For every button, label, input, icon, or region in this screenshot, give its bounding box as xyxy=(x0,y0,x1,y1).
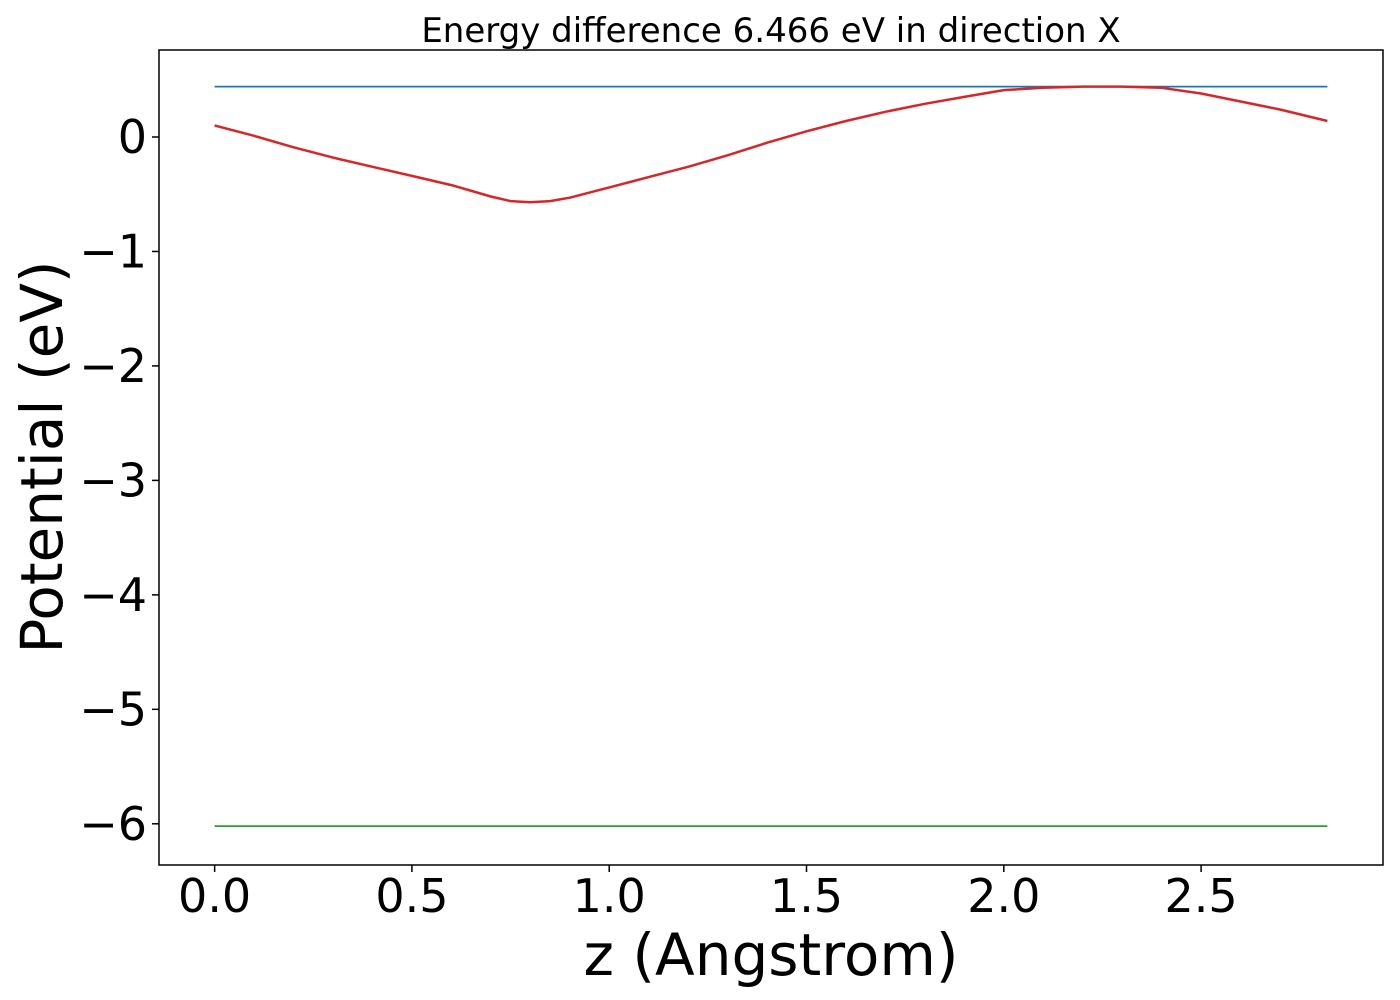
plot-area xyxy=(214,85,1328,827)
y-axis: 0 −1 −2 −3 −4 −5 −6 xyxy=(79,110,159,851)
y-tick-label: −6 xyxy=(79,797,147,851)
y-axis-label: Potential (eV) xyxy=(8,260,76,653)
plot-frame xyxy=(158,49,1384,866)
x-tick-label: 2.0 xyxy=(967,869,1040,923)
y-tick-label: 0 xyxy=(118,110,147,164)
y-tick-label: −5 xyxy=(79,682,147,736)
series-line-2 xyxy=(214,85,1328,204)
y-tick-label: −1 xyxy=(79,224,147,278)
chart-title: Energy difference 6.466 eV in direction … xyxy=(421,11,1120,51)
x-axis-label: z (Angstrom) xyxy=(584,921,959,989)
y-tick-label: −3 xyxy=(79,453,147,507)
x-tick-label: 1.5 xyxy=(770,869,843,923)
y-tick-label: −4 xyxy=(79,568,147,622)
y-tick-label: −2 xyxy=(79,339,147,393)
x-tick-label: 1.0 xyxy=(573,869,646,923)
x-axis: 0.0 0.5 1.0 1.5 2.0 2.5 xyxy=(178,865,1238,923)
x-tick-label: 2.5 xyxy=(1165,869,1238,923)
x-tick-label: 0.0 xyxy=(178,869,251,923)
x-tick-label: 0.5 xyxy=(375,869,448,923)
